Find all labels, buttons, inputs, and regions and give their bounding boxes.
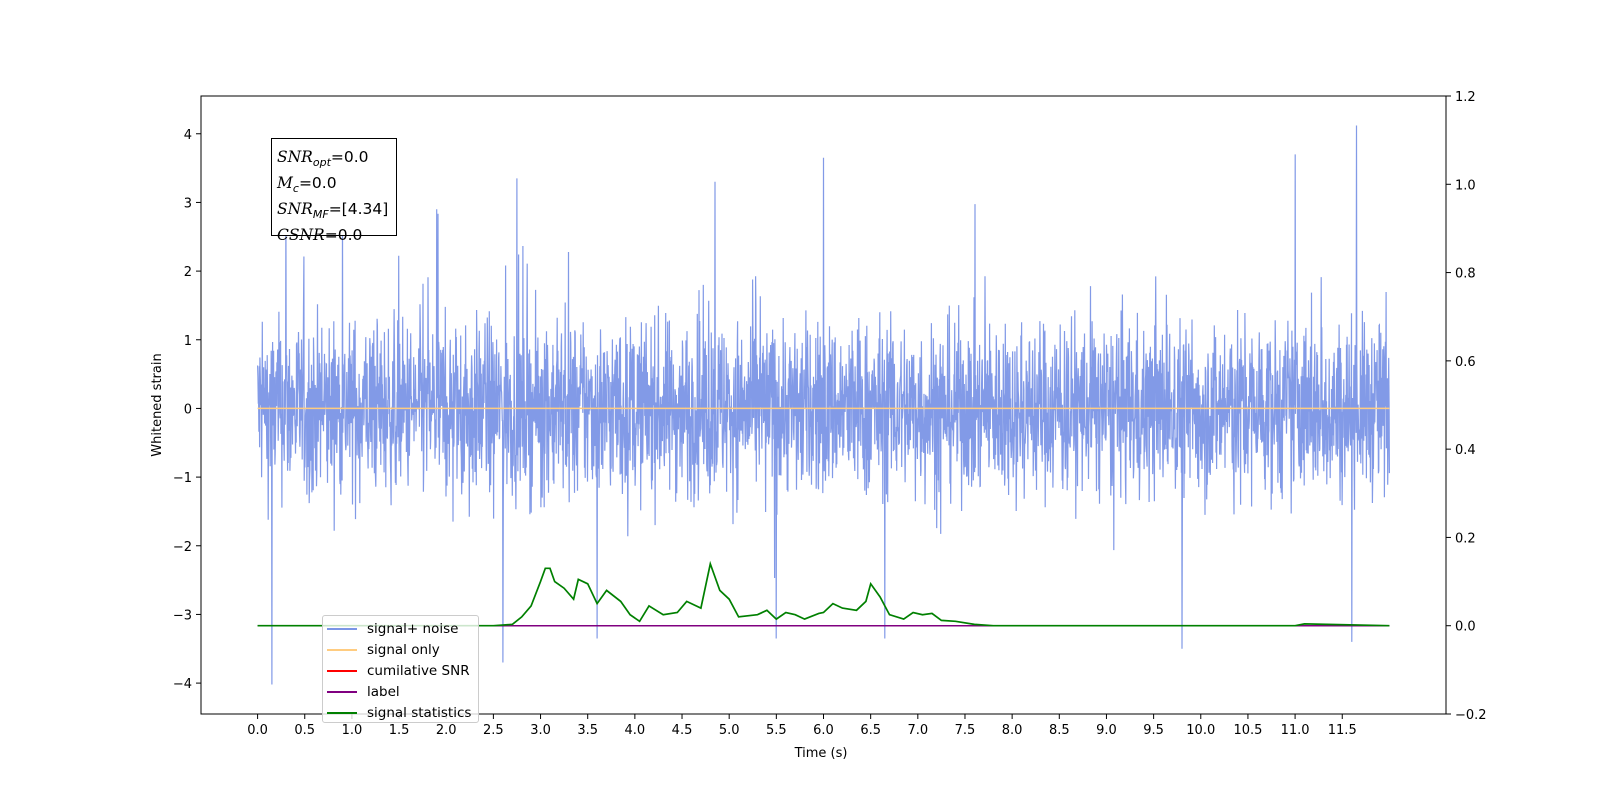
y-tick-label: 4 [184, 128, 192, 143]
series-line-signal-statistics [257, 560, 1390, 627]
x-tick-label: 10.0 [1186, 723, 1215, 738]
x-tick-label: 5.5 [766, 723, 787, 738]
x-tick-label: 1.0 [342, 723, 363, 738]
info-mc-sub: c [292, 182, 299, 196]
legend-item-signal-noise: signal+ noise [327, 619, 478, 640]
signal-noise-line [257, 125, 1390, 685]
x-tick-label: 4.0 [625, 723, 646, 738]
legend-swatch [327, 711, 357, 714]
legend-item-signal-statistics: signal statistics [327, 702, 478, 723]
info-csnr-symbol: CSNR [277, 226, 325, 245]
legend: signal+ noise signal only cumilative SNR… [322, 615, 479, 723]
info-snr-mf-symbol: SNR [277, 200, 313, 219]
info-snr-opt-value: =0.0 [330, 148, 369, 166]
x-tick-label: 1.5 [389, 723, 410, 738]
x-tick-label: 2.5 [483, 723, 504, 738]
info-csnr: CSNR=0.0 [277, 225, 396, 246]
y-tick-label: −4 [173, 677, 192, 692]
info-csnr-value: =0.0 [324, 226, 363, 245]
legend-swatch [327, 690, 357, 693]
y2-tick-label: 0.0 [1455, 620, 1476, 635]
legend-label: signal+ noise [367, 621, 459, 638]
info-snr-opt-symbol: SNR [277, 148, 313, 166]
y2-tick-label: −0.2 [1455, 708, 1487, 723]
info-snr-mf-sub: MF [312, 208, 329, 222]
y2-tick-label: 1.0 [1455, 178, 1476, 193]
ticks: 0.0 0.5 1.0 1.5 2.0 2.5 3.0 3.5 4.0 4.5 5.0 5.5 6.0 6… [173, 90, 1487, 738]
legend-label: label [367, 683, 400, 700]
x-tick-label: 11.0 [1281, 723, 1310, 738]
x-tick-label: 4.5 [672, 723, 693, 738]
y-tick-label: −1 [173, 471, 192, 486]
info-box: SNRopt=0.0 Mc=0.0 SNRMF=[4.34] CSNR=0.0 [271, 138, 397, 244]
series-signal-noise [257, 125, 1390, 685]
legend-item-label: label [327, 681, 478, 702]
info-mc-value: =0.0 [298, 174, 337, 193]
legend-swatch [327, 649, 357, 652]
info-mc-symbol: M [277, 174, 293, 193]
info-snr-opt-sub: opt [312, 156, 331, 170]
legend-label: signal only [367, 642, 440, 659]
y-tick-label: −2 [173, 540, 192, 555]
info-snr-opt: SNRopt=0.0 [277, 147, 396, 173]
y2-tick-label: 0.2 [1455, 531, 1476, 546]
x-tick-label: 8.0 [1002, 723, 1023, 738]
legend-swatch [327, 628, 357, 631]
x-tick-label: 6.0 [813, 723, 834, 738]
y2-tick-label: 1.2 [1455, 90, 1476, 105]
x-tick-label: 0.0 [247, 723, 268, 738]
x-tick-label: 7.0 [907, 723, 928, 738]
x-tick-label: 7.5 [955, 723, 976, 738]
x-tick-label: 3.0 [530, 723, 551, 738]
x-tick-label: 6.5 [860, 723, 881, 738]
info-snr-mf: SNRMF=[4.34] [277, 199, 396, 225]
x-tick-label: 9.0 [1096, 723, 1117, 738]
y2-tick-label: 0.4 [1455, 443, 1476, 458]
y-tick-label: 1 [184, 334, 192, 349]
y-tick-label: 0 [184, 402, 192, 417]
x-tick-label: 2.0 [436, 723, 457, 738]
x-axis-label: Time (s) [794, 746, 848, 761]
y-tick-label: 3 [184, 196, 192, 211]
y-tick-label: −3 [173, 608, 192, 623]
y-tick-label: 2 [184, 265, 192, 280]
x-tick-label: 9.5 [1143, 723, 1164, 738]
x-tick-label: 10.5 [1233, 723, 1262, 738]
y-axis-label: Whitened strain [150, 353, 165, 456]
legend-item-cumulative-snr: cumilative SNR [327, 661, 478, 682]
x-tick-label: 0.5 [294, 723, 315, 738]
legend-label: signal statistics [367, 704, 472, 721]
x-tick-label: 11.5 [1328, 723, 1357, 738]
y2-tick-label: 0.8 [1455, 267, 1476, 282]
legend-item-signal-only: signal only [327, 640, 478, 661]
x-tick-label: 5.0 [719, 723, 740, 738]
legend-swatch [327, 669, 357, 672]
info-mc: Mc=0.0 [277, 173, 396, 199]
x-tick-label: 3.5 [577, 723, 598, 738]
y2-tick-label: 0.6 [1455, 355, 1476, 370]
legend-label: cumilative SNR [367, 662, 470, 679]
x-tick-label: 8.5 [1049, 723, 1070, 738]
info-snr-mf-value: =[4.34] [328, 200, 389, 219]
